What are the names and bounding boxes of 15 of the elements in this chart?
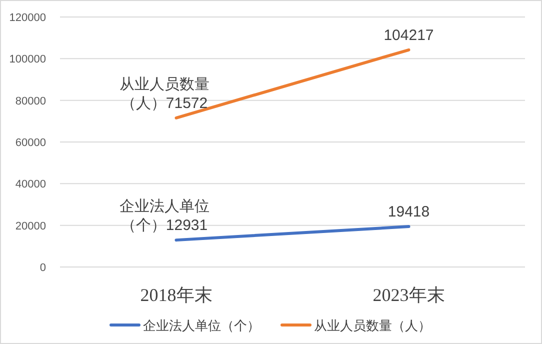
y-tick-label: 0 xyxy=(40,262,46,274)
data-label: 104217 xyxy=(384,26,434,44)
data-label: 企业法人单位（个）12931 xyxy=(119,198,210,234)
y-tick-label: 120000 xyxy=(9,12,46,24)
y-tick-label: 60000 xyxy=(15,137,46,149)
y-tick-label: 80000 xyxy=(15,95,46,108)
data-label: 19418 xyxy=(388,204,430,221)
y-tick-label: 40000 xyxy=(15,178,46,191)
data-label: 从业人员数量（人）71572 xyxy=(119,76,210,112)
y-tick-label: 100000 xyxy=(9,54,46,66)
x-tick-label: 2018年末 xyxy=(140,285,212,305)
legend-label: 从业人员数量（人） xyxy=(314,318,431,333)
x-tick-label: 2023年末 xyxy=(372,285,445,305)
legend-label: 企业法人单位（个） xyxy=(143,318,260,333)
y-tick-label: 20000 xyxy=(15,220,46,232)
